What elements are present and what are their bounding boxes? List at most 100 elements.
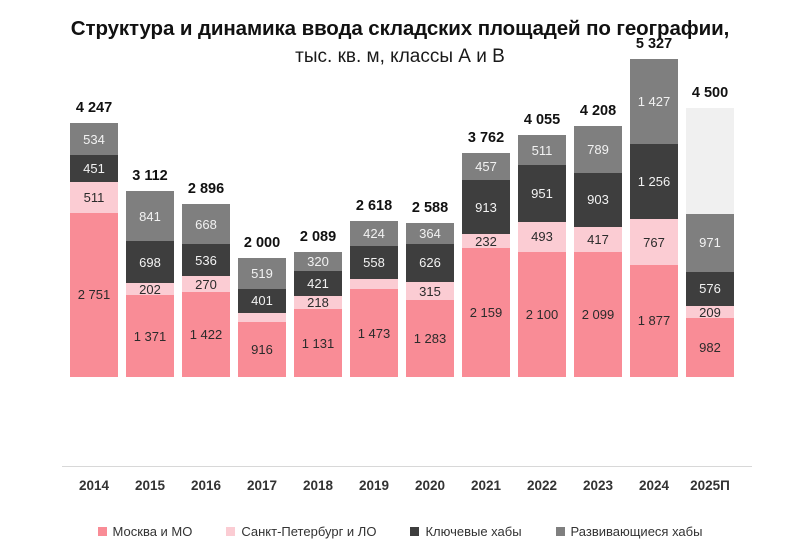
bar-segment-key-hubs[interactable]: 698 [126, 241, 174, 284]
bar-segment-value: 951 [531, 186, 553, 202]
bar-segment-value: 401 [251, 293, 273, 309]
legend-item[interactable]: Развивающиеся хабы [555, 524, 702, 539]
bar-segment-spb-region[interactable] [238, 312, 286, 323]
bar-total-label: 4 208 [579, 102, 617, 119]
bar-segment-moscow-region[interactable]: 2 099 [574, 251, 622, 377]
x-axis-label-2021: 2021 [470, 478, 502, 493]
bar-group[interactable]: 1 131 218 421 320 2 089 [294, 229, 342, 377]
bar-group[interactable]: 1 371 202 698 841 3 112 [126, 168, 174, 377]
bar-group[interactable]: 2 099 417 903 789 4 208 [574, 103, 622, 377]
stacked-bar[interactable]: 982 209 576 971 4 500 [686, 85, 734, 377]
bar-segment-spb-region[interactable]: 417 [574, 226, 622, 252]
bar-segment-key-hubs[interactable]: 451 [70, 155, 118, 183]
bar-segment-developing-hubs[interactable]: 320 [294, 252, 342, 272]
bar-segment-key-hubs[interactable]: 558 [350, 246, 398, 280]
bar-segment-key-hubs[interactable]: 536 [182, 244, 230, 277]
bar-segment-value: 1 422 [189, 327, 223, 343]
stacked-bar[interactable]: 916 401 519 2 000 [238, 235, 286, 377]
stacked-bar[interactable]: 1 283 315 626 364 2 588 [406, 200, 454, 377]
bar-segment-spb-region[interactable]: 202 [126, 283, 174, 296]
bar-segment-developing-hubs[interactable]: 457 [462, 152, 510, 180]
bar-segment-moscow-region[interactable]: 1 131 [294, 309, 342, 377]
bar-group[interactable]: 1 877 767 1 256 1 427 5 327 [630, 36, 678, 377]
bar-segment-key-hubs[interactable]: 951 [518, 165, 566, 223]
bar-segment-developing-hubs[interactable]: 364 [406, 222, 454, 245]
bar-total-label: 4 247 [75, 100, 113, 117]
bar-group[interactable]: 916 401 519 2 000 [238, 235, 286, 377]
stacked-bar[interactable]: 1 371 202 698 841 3 112 [126, 168, 174, 377]
bar-total-label: 5 327 [635, 36, 673, 53]
bar-total-label: 4 500 [691, 85, 729, 102]
bar-segment-moscow-region[interactable]: 982 [686, 318, 734, 377]
bar-segment-moscow-region[interactable]: 2 751 [70, 212, 118, 377]
bar-segment-spb-region[interactable]: 270 [182, 276, 230, 293]
legend-item[interactable]: Москва и МО [97, 524, 193, 539]
legend-item[interactable]: Ключевые хабы [410, 524, 522, 539]
bar-segment-value: 1 473 [357, 325, 391, 341]
bar-group[interactable]: 2 100 493 951 511 4 055 [518, 112, 566, 377]
plot-area: 2 751 511 451 534 4 247 2014 1 371 202 698 841 3 1… [62, 36, 752, 493]
legend-item[interactable]: Санкт-Петербург и ЛО [226, 524, 376, 539]
bar-segment-value: 982 [699, 340, 721, 356]
bar-segment-spb-region[interactable]: 232 [462, 234, 510, 249]
bar-segment-forecast-remainder[interactable] [686, 108, 734, 214]
bar-group[interactable]: 982 209 576 971 4 500 [686, 85, 734, 377]
bar-segment-moscow-region[interactable]: 1 473 [350, 289, 398, 377]
bar-total-label: 2 588 [411, 199, 449, 216]
stacked-bar[interactable]: 1 473 558 424 2 618 [350, 198, 398, 377]
stacked-bar[interactable]: 1 877 767 1 256 1 427 5 327 [630, 36, 678, 377]
bar-segment-key-hubs[interactable]: 1 256 [630, 144, 678, 220]
legend-label: Москва и МО [112, 524, 193, 539]
x-axis-label-2018: 2018 [302, 478, 334, 493]
chart-title: Структура и динамика ввода складских пло… [70, 17, 730, 40]
bar-segment-value: 511 [83, 190, 105, 206]
bar-segment-moscow-region[interactable]: 1 371 [126, 295, 174, 377]
stacked-bar[interactable]: 2 751 511 451 534 4 247 [70, 100, 118, 377]
bar-segment-moscow-region[interactable]: 1 877 [630, 264, 678, 377]
bar-segment-developing-hubs[interactable]: 668 [182, 204, 230, 245]
stacked-bar[interactable]: 1 131 218 421 320 2 089 [294, 229, 342, 377]
bar-segment-key-hubs[interactable]: 903 [574, 172, 622, 227]
bar-segment-spb-region[interactable]: 767 [630, 219, 678, 265]
bar-segment-developing-hubs[interactable]: 789 [574, 125, 622, 173]
bar-group[interactable]: 1 422 270 536 668 2 896 [182, 181, 230, 377]
stacked-bar[interactable]: 2 100 493 951 511 4 055 [518, 112, 566, 377]
bar-segment-developing-hubs[interactable]: 424 [350, 220, 398, 247]
bar-segment-spb-region[interactable]: 218 [294, 296, 342, 310]
bar-segment-spb-region[interactable]: 209 [686, 305, 734, 319]
bar-segment-spb-region[interactable]: 493 [518, 222, 566, 252]
bar-total-label: 3 112 [132, 168, 168, 185]
bar-segment-value: 971 [699, 235, 721, 251]
bar-segment-key-hubs[interactable]: 576 [686, 271, 734, 306]
bar-segment-moscow-region[interactable]: 916 [238, 322, 286, 377]
bar-segment-value: 218 [307, 296, 329, 310]
bar-segment-moscow-region[interactable]: 1 422 [182, 292, 230, 377]
bar-segment-key-hubs[interactable]: 421 [294, 271, 342, 297]
bar-group[interactable]: 1 473 558 424 2 618 [350, 198, 398, 377]
bar-segment-developing-hubs[interactable]: 971 [686, 213, 734, 272]
bar-segment-spb-region[interactable]: 511 [70, 182, 118, 213]
stacked-bar[interactable]: 2 099 417 903 789 4 208 [574, 103, 622, 377]
bar-segment-developing-hubs[interactable]: 1 427 [630, 59, 678, 145]
bar-segment-developing-hubs[interactable]: 841 [126, 191, 174, 242]
bar-segment-key-hubs[interactable]: 401 [238, 288, 286, 313]
bar-group[interactable]: 2 159 232 913 457 3 762 [462, 130, 510, 377]
bar-group[interactable]: 2 751 511 451 534 4 247 [70, 100, 118, 377]
bar-segment-key-hubs[interactable]: 626 [406, 244, 454, 282]
stacked-bar[interactable]: 2 159 232 913 457 3 762 [462, 130, 510, 377]
stacked-bar[interactable]: 1 422 270 536 668 2 896 [182, 181, 230, 377]
bar-segment-moscow-region[interactable]: 2 159 [462, 248, 510, 377]
x-axis-label-2014: 2014 [78, 478, 110, 493]
bar-segment-developing-hubs[interactable]: 519 [238, 257, 286, 289]
bar-segment-spb-region[interactable]: 315 [406, 281, 454, 301]
bar-segment-developing-hubs[interactable]: 511 [518, 134, 566, 166]
x-axis-label-2025П: 2025П [690, 478, 730, 493]
bar-segment-moscow-region[interactable]: 1 283 [406, 300, 454, 377]
bar-segment-value: 1 427 [637, 94, 671, 110]
bar-segment-developing-hubs[interactable]: 534 [70, 123, 118, 156]
bar-segment-moscow-region[interactable]: 2 100 [518, 251, 566, 377]
bar-group[interactable]: 1 283 315 626 364 2 588 [406, 200, 454, 377]
bar-segment-value: 626 [419, 255, 441, 271]
bar-segment-key-hubs[interactable]: 913 [462, 179, 510, 235]
bar-segment-spb-region[interactable] [350, 279, 398, 290]
